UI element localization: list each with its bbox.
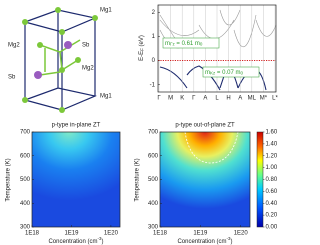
x-tick-label: 1E19 (193, 231, 208, 237)
annotation-part: Γz (170, 42, 175, 47)
colorbar-label: 0.20 (266, 213, 278, 219)
atom-label: Mg2 (82, 66, 94, 72)
annotation-part: = 0.61 m (175, 41, 200, 47)
y-tick-label: 400 (20, 201, 31, 207)
band-curves (159, 9, 277, 91)
heatmap-fill (32, 132, 120, 227)
x-axis-title-part: -3 (98, 236, 102, 241)
annotations: mΓz = 0.61 m0 mKz = 0.07 m0 (162, 37, 260, 78)
figure: Mg1 Mg2 Sb Sb Mg2 Mg1 E-EF (eV) p-type i… (6, 4, 279, 245)
colorbar-label: 0.40 (266, 201, 278, 207)
x-tick-label: 1E20 (104, 231, 119, 237)
x-tick-label: 1E20 (234, 231, 249, 237)
y-tick-label: 700 (20, 130, 31, 136)
annotation-part: Kz (210, 71, 216, 76)
y-tick-label: 700 (148, 130, 159, 136)
x-axis-title-part: Concentration (cm (177, 239, 226, 245)
x-axis-title: Concentration (cm-3) (48, 236, 103, 244)
panel-title: p-type out-of-plane ZT (175, 123, 235, 129)
y-tick-label: 1 (152, 34, 156, 40)
heatmap-fill (160, 132, 250, 227)
colorbar-label: 1.40 (266, 141, 278, 147)
y-axis-title-part: (eV) (139, 35, 145, 48)
atom-label: Sb (8, 75, 16, 81)
x-axis-title-part: -3 (227, 236, 231, 241)
y-axis-title: Temperature (K) (135, 158, 141, 201)
plot-frame (31, 131, 121, 228)
annotation-part: m (205, 70, 210, 76)
colorbar-label: 0.60 (266, 189, 278, 195)
y-axis-title-part: E-E (139, 51, 145, 61)
y-tick-label: -1 (150, 82, 156, 88)
x-tick-label: 1E19 (64, 231, 79, 237)
x-axis-title-part: ) (102, 239, 104, 245)
x-tick-label: Γ (192, 96, 196, 102)
atom-label: Sb (82, 43, 90, 49)
annotation-part: m (165, 41, 170, 47)
colorbar-label: 1.00 (266, 165, 278, 171)
x-tick-label: L* (272, 96, 278, 102)
y-tick-label: 2 (152, 10, 156, 16)
x-tick-label: A (238, 96, 242, 102)
contour (184, 131, 239, 164)
colorbar-frame (256, 131, 264, 228)
y-tick-label: 300 (148, 225, 159, 231)
y-tick-label: 600 (148, 153, 159, 159)
atom-label: Mg1 (100, 94, 112, 100)
colorbar-label: 0.80 (266, 177, 278, 183)
plot-frame (157, 4, 277, 93)
crystal-structure: Mg1 Mg2 Sb Sb Mg2 Mg1 (8, 7, 112, 113)
y-tick-label: 0 (152, 58, 156, 64)
y-tick-label: 300 (20, 225, 31, 231)
y-tick-label: 600 (20, 153, 31, 159)
colorbar-label: 1.20 (266, 153, 278, 159)
x-tick-label: M* (260, 96, 268, 102)
x-tick-label: M (168, 96, 173, 102)
y-tick-label: 500 (20, 177, 31, 183)
atom-label: Mg1 (100, 8, 112, 14)
x-tick-label: 1E18 (25, 231, 40, 237)
panel-title: p-type in-plane ZT (52, 123, 101, 129)
y-axis-title-part: F (140, 48, 145, 51)
x-tick-label: 1E18 (153, 231, 168, 237)
y-axis-title: Temperature (K) (6, 158, 12, 201)
annotation: mΓz = 0.61 m0 (165, 41, 203, 47)
annotation: mKz = 0.07 m0 (205, 70, 243, 76)
x-tick-label: A (203, 96, 207, 102)
colorbar-label: 1.60 (266, 130, 278, 136)
annotation-part: 0 (240, 71, 243, 76)
x-tick-label: ML (248, 96, 257, 102)
plot-frame (159, 131, 251, 228)
colorbar-label: 0.00 (266, 225, 278, 231)
y-tick-label: 400 (148, 201, 159, 207)
x-tick-label: L (215, 96, 219, 102)
x-axis-title-part: ) (231, 239, 233, 245)
annotation-part: = 0.07 m (215, 70, 240, 76)
atom-label: Mg2 (8, 43, 20, 49)
y-tick-label: 500 (148, 177, 159, 183)
x-tick-label: K (180, 96, 184, 102)
x-tick-label: H (226, 96, 230, 102)
annotation-part: 0 (200, 42, 203, 47)
x-tick-label: Γ (157, 96, 161, 102)
x-axis-title-part: Concentration (cm (48, 239, 97, 245)
x-axis-title: Concentration (cm-3) (177, 236, 232, 244)
colorbar (257, 132, 263, 227)
y-axis-title: E-EF (eV) (139, 35, 145, 61)
